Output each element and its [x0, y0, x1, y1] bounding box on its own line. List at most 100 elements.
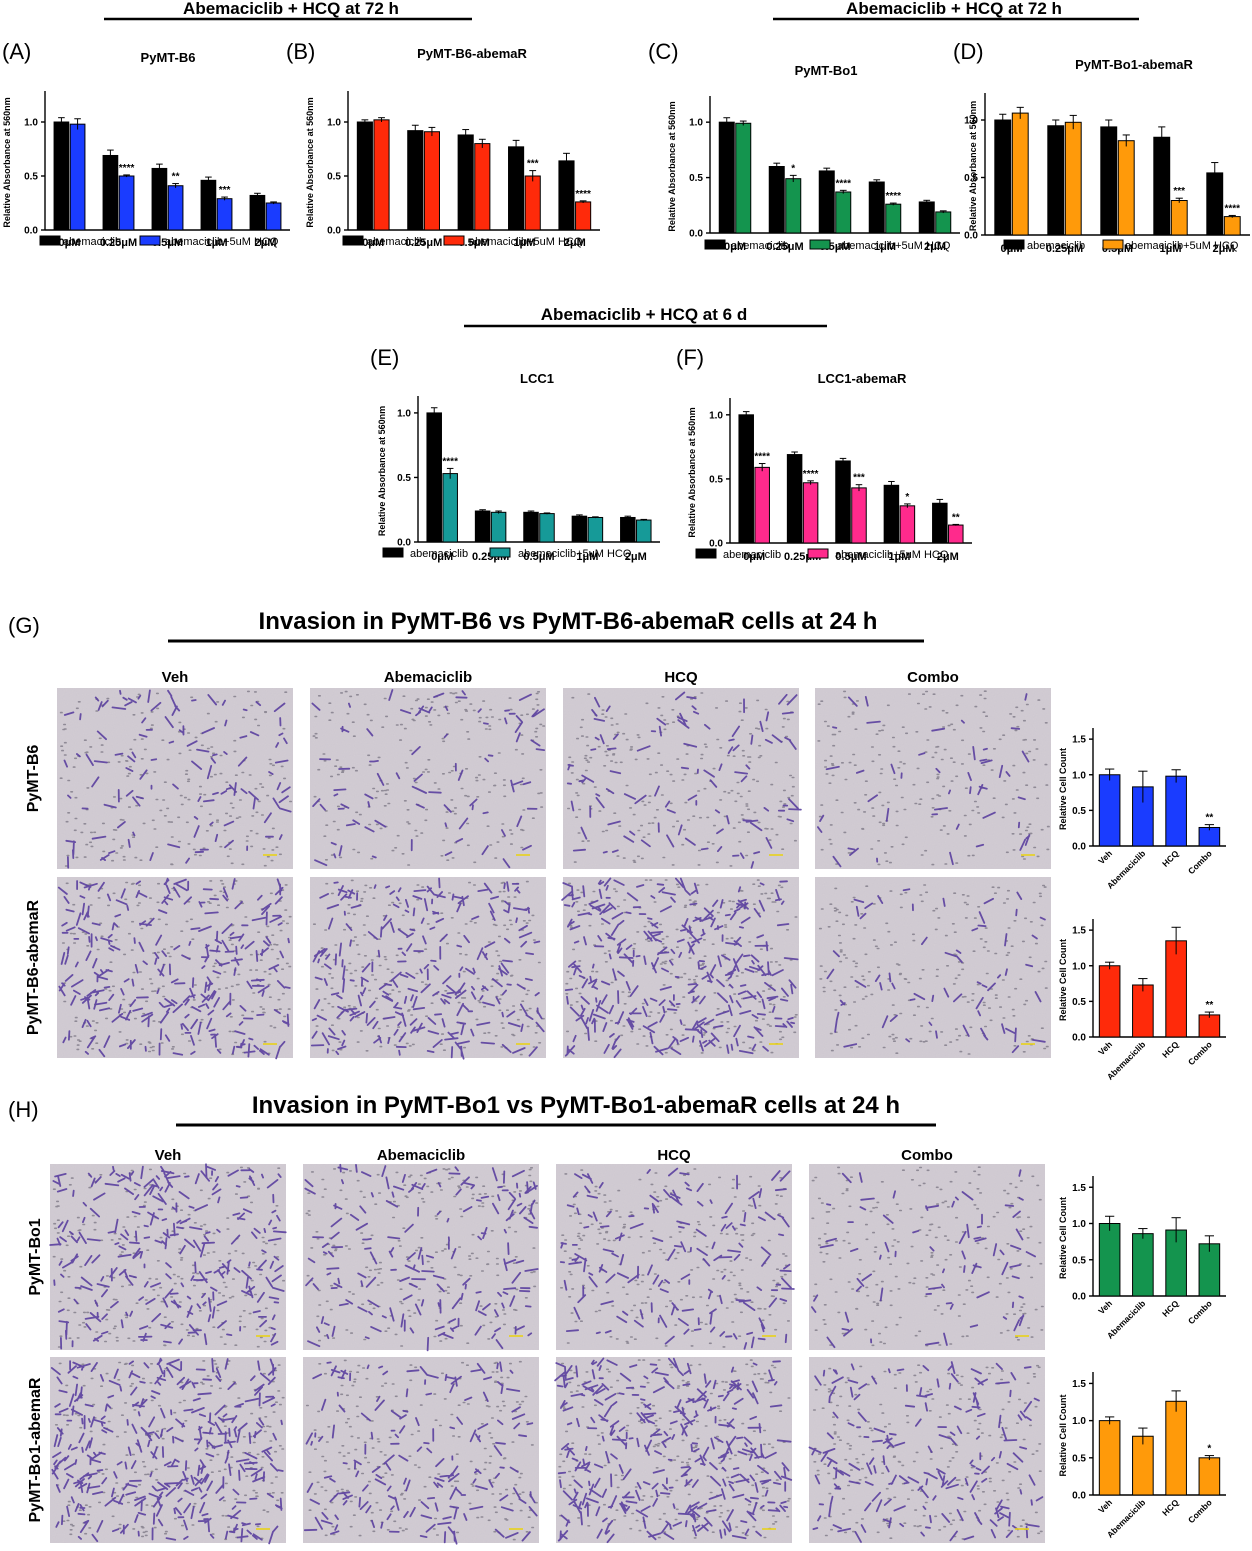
chart-g1-ylabel: Relative Cell Count: [1058, 748, 1068, 830]
chart-h2-bar-veh-value: [1098, 1420, 1121, 1496]
chart-a-category-label: 0μM: [58, 237, 80, 249]
micrograph-pymt-b6-hcq: [563, 688, 802, 869]
row-label-pymt-bo1-abemar: PyMT-Bo1-abemaR: [27, 1377, 44, 1522]
chart-a-bar-2-m-hcq: [265, 202, 282, 231]
chart-d-bar-0-25-m-abemaciclib: [1047, 125, 1065, 236]
chart-g2-bar-hcq-value: [1165, 940, 1187, 1038]
micrograph-stained-cells: [50, 1357, 284, 1545]
chart-f-ytick-label: 0.5: [709, 474, 723, 485]
chart-f-bar-0-m-hcq: [754, 466, 770, 544]
header-g: Invasion in PyMT-B6 vs PyMT-B6-abemaR ce…: [168, 608, 924, 643]
micrograph-pymt-bo1-veh: [49, 1163, 287, 1350]
chart-d-ytick-label: 1.0: [964, 116, 978, 127]
chart-e-category-label: 0.5μM: [523, 551, 554, 563]
micrograph-pymt-b6-combo: [815, 688, 1051, 869]
micrograph-grid-g: Veh Abemaciclib HCQ Combo PyMT-B6 PyMT-B6-abe…: [25, 669, 1051, 1060]
chart-a-legend-label: abemaciclib+5uM HCQ: [165, 236, 279, 248]
chart-f-significance-0-5-m: ***: [853, 473, 865, 484]
chart-e-title: LCC1: [520, 371, 554, 386]
chart-g1-ytick-label: 1.5: [1072, 735, 1086, 746]
chart-b-legend-label: abemaciclib: [367, 236, 425, 248]
chart-b: 0.0 0.5 1.0 Relative Absorbance at 560nm PyM…: [305, 46, 600, 249]
micrograph-stained-cells: [49, 1163, 287, 1350]
chart-a-bar-2-m-abemaciclib: [249, 194, 266, 231]
chart-f-significance-1-m: *: [905, 492, 909, 503]
chart-a-bar-1-m-hcq: [216, 198, 233, 231]
chart-h2-significance-combo: *: [1207, 1444, 1211, 1455]
chart-d-category-label: 2μM: [1212, 243, 1234, 255]
chart-c-bar-0-25-m-hcq: [785, 178, 802, 234]
chart-a-category-label: 1μM: [205, 237, 227, 249]
chart-f-ylabel: Relative Absorbance at 560nm: [687, 407, 697, 537]
micrograph-stained-cells: [566, 691, 802, 869]
chart-f-category-label: 2μM: [937, 551, 959, 563]
chart-f-bar-0-25-m-abemaciclib: [786, 454, 803, 544]
chart-a-bar-1-m-abemaciclib: [200, 179, 217, 231]
chart-g2-ylabel: Relative Cell Count: [1058, 939, 1068, 1021]
chart-e-bar-2-m-hcq: [636, 519, 652, 543]
chart-a-significance-1-m: ***: [219, 185, 231, 196]
chart-d-significance-1-m: ***: [1173, 186, 1185, 197]
chart-h1-ytick-label: 1.0: [1072, 1219, 1086, 1230]
micrograph-texture: [303, 1164, 539, 1350]
chart-a-bar-0-5-m-abemaciclib: [151, 167, 168, 231]
micrograph-texture: [815, 877, 1051, 1058]
chart-e-bar-0-5-m-abemaciclib: [523, 511, 539, 543]
micrograph-stained-cells: [561, 877, 799, 1059]
chart-c: 0.0 0.5 1.0 Relative Absorbance at 560nm PyM…: [667, 63, 960, 253]
micrograph-texture: [303, 1357, 539, 1543]
column-label-veh: Veh: [155, 1147, 182, 1164]
row-label-pymt-b6: PyMT-B6: [25, 745, 42, 813]
chart-f-legend-swatch-hcq: [807, 548, 829, 559]
chart-c-ytick-label: 1.0: [689, 118, 703, 129]
panel-label-f: (F): [676, 345, 704, 370]
chart-b-category-label: 0μM: [362, 237, 384, 249]
micrograph-stained-cells: [304, 1163, 539, 1352]
micrograph-texture: [809, 1164, 1045, 1350]
chart-c-legend-swatch-abemaciclib: [704, 239, 726, 250]
chart-f-bar-0-m-abemaciclib: [738, 414, 754, 544]
chart-g2-category-label: Combo: [1186, 1039, 1214, 1067]
chart-f-title: LCC1-abemaR: [818, 371, 907, 386]
chart-c-bar-0-m-hcq: [735, 122, 752, 234]
chart-e-ytick-label: 0.0: [397, 538, 411, 549]
header-top-right: Abemaciclib + HCQ at 72 h: [773, 0, 1139, 21]
chart-d-ytick-label: 0.5: [964, 173, 978, 184]
chart-c-category-label: 2μM: [924, 241, 946, 253]
micrograph-pymt-bo1-hcq: [556, 1164, 795, 1350]
chart-e-legend-swatch-abemaciclib: [382, 547, 404, 558]
chart-g2-ytick-label: 0.5: [1072, 997, 1086, 1008]
micrograph-stained-cells: [826, 888, 1046, 1054]
chart-g1-bar-veh-value: [1098, 774, 1121, 847]
micrograph-pores: [567, 692, 797, 867]
chart-b-bar-0-25-m-abemaciclib: [407, 130, 424, 231]
chart-h1-ylabel: Relative Cell Count: [1058, 1197, 1068, 1279]
column-label-hcq: HCQ: [657, 1147, 691, 1164]
chart-c-category-label: 0.25μM: [766, 241, 803, 253]
chart-h2-ylabel: Relative Cell Count: [1058, 1394, 1068, 1476]
chart-g1-significance-combo: **: [1205, 813, 1213, 824]
chart-f-bar-0-25-m-hcq: [802, 482, 819, 544]
panel-label-d: (D): [953, 39, 984, 64]
micrograph-stained-cells: [63, 689, 292, 869]
micrograph-stained-cells: [310, 877, 545, 1060]
chart-c-bar-1-m-abemaciclib: [868, 181, 885, 234]
chart-d-significance-2-m: ****: [1224, 203, 1240, 214]
chart-c-bar-0-5-m-hcq: [835, 191, 852, 234]
chart-h1-category-label: Veh: [1096, 1298, 1114, 1316]
micrograph-pymt-b6-abemar-hcq: [561, 877, 799, 1059]
chart-f: 0.0 0.5 1.0 Relative Absorbance at 560nm LCC…: [687, 371, 972, 563]
chart-b-ytick-label: 0.0: [327, 226, 341, 237]
chart-b-bar-0-m-hcq: [373, 119, 390, 231]
chart-a-bar-0-25-m-hcq: [118, 175, 135, 231]
chart-b-bar-0-5-m-hcq: [474, 143, 491, 231]
chart-e-category-label: 2μM: [625, 551, 647, 563]
chart-h2-category-label: Veh: [1096, 1497, 1114, 1515]
chart-a-bar-0-m-abemaciclib: [53, 121, 70, 231]
micrograph-pymt-bo1-abemaciclib: [303, 1163, 539, 1352]
chart-f-category-label: 1μM: [888, 551, 910, 563]
chart-f-bar-2-m-hcq: [948, 524, 964, 544]
